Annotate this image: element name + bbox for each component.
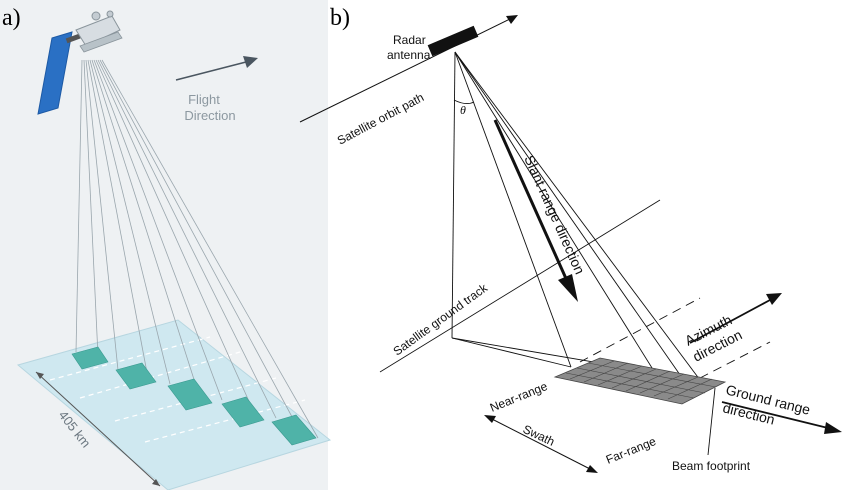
beam-patches [71,346,317,446]
theta-label: θ [460,103,466,117]
footprint-grid [565,360,717,400]
radar-antenna-panel [79,31,123,53]
projection-lines [379,51,771,456]
footprint-guide-far [699,341,771,379]
sat-dish [91,11,101,21]
solar-panel [37,31,73,115]
beam-edge-ray [454,51,701,381]
beam-footprint-label: Beam footprint [672,459,751,473]
panel-boom [65,33,81,44]
width-dimension [35,371,161,487]
flight-direction-arrow [175,56,258,81]
beam-footprint-leader [707,387,716,456]
satellite [37,10,123,115]
radar-antenna-label-line1: Radar [393,33,426,47]
panel-b-label: b) [330,5,350,31]
beam-patch [115,362,157,390]
beam-patch [271,414,317,446]
satellite-orbit-path-label: Satellite orbit path [335,90,426,147]
beam-patch [71,346,109,370]
footprint-area [553,357,727,405]
radar-antenna-label-line2: antenna [387,48,431,62]
slant-range-arrow [493,119,578,302]
ground-track-line [379,199,661,373]
panel-b: b) Radar antenna Satellite orbit path [299,5,842,473]
ground-range-direction-arrow [721,401,842,434]
nadir-line [451,51,456,339]
radar-antenna [427,25,479,57]
azimuth-direction-arrow [689,293,782,344]
swath-label: Swath [521,422,557,449]
beam-patch [221,396,265,428]
near-range-label: Near-range [488,379,550,415]
beam-lines [75,59,319,439]
swath-strip-lines [49,336,306,443]
sat-sensor [106,10,114,18]
satellite-bus [75,15,121,47]
beam-patch [167,378,213,411]
far-range-ray [454,51,686,383]
footprint-guide-near [579,297,701,363]
beam-footprint [553,357,727,405]
swath-arrow [484,415,598,473]
flight-direction-label-line2: Direction [184,108,235,123]
beam-center-ray [454,51,673,401]
panel-a-label: a) [2,5,21,31]
far-range-label: Far-range [604,434,658,467]
near-range-ray [454,51,572,368]
theta-arc [453,99,475,105]
near-ground-line [451,337,572,368]
flight-direction-label-line1: Flight [188,92,220,107]
panel-a: 405 km Flight Direction a) [0,0,332,490]
satellite-ground-track-label: Satellite ground track [391,280,491,358]
